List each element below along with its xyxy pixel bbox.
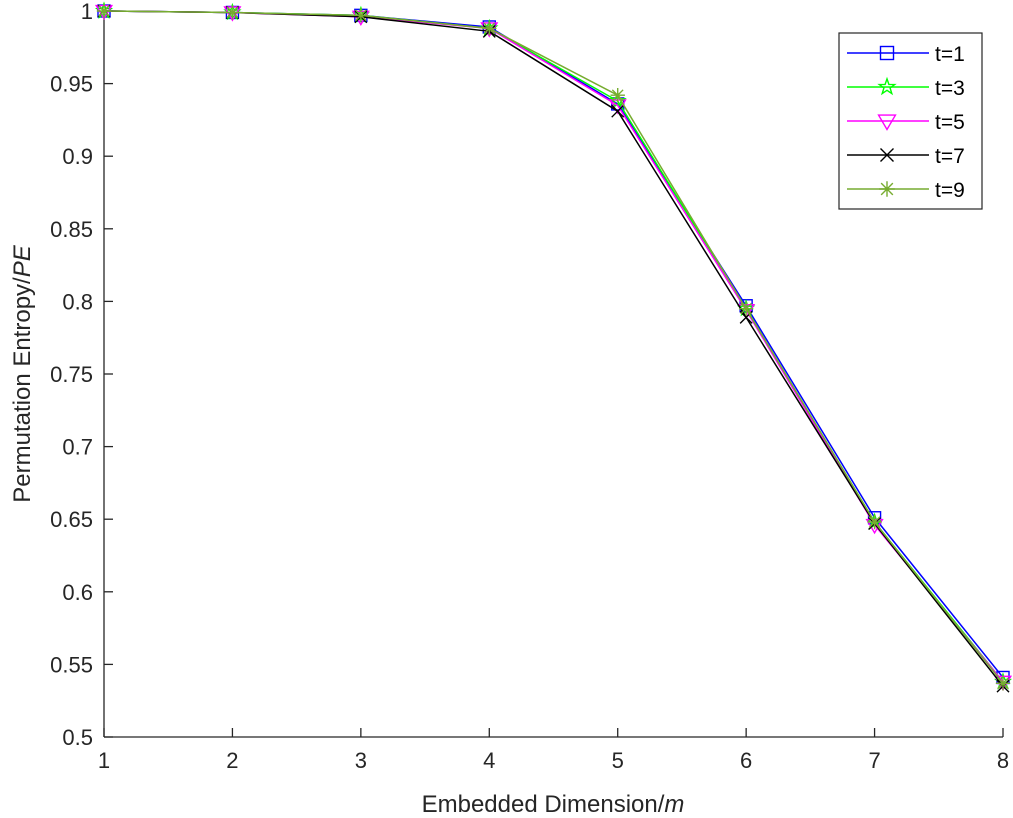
axes: 1 2 3 4 5 6 7 8 0.5 0.55 0.6 0.65 0.7 0.75 0.8 0.85 0.9 0…	[50, 0, 1009, 773]
legend: t=1 t=3 t=5 t=7 t=9	[838, 32, 983, 210]
legend-label: t=9	[935, 179, 965, 202]
y-tick-label: 0.85	[50, 217, 93, 242]
asterisk-marker-icon	[96, 3, 112, 19]
legend-item: t=1	[847, 43, 965, 66]
square-marker-icon	[879, 45, 895, 61]
y-tick-label: 0.5	[62, 725, 93, 750]
x-tick-label: 4	[483, 748, 495, 773]
asterisk-marker-icon	[482, 21, 497, 36]
x-marker-icon	[611, 104, 625, 118]
triangle-down-marker-icon	[877, 114, 897, 131]
legend-label: t=1	[935, 43, 965, 66]
x-tick-label: 1	[98, 748, 110, 773]
legend-label: t=7	[935, 145, 965, 168]
x-tick-label: 5	[612, 748, 624, 773]
x-tick-label: 7	[868, 748, 880, 773]
legend-item: t=7	[847, 145, 965, 168]
x-tick-label: 8	[997, 748, 1009, 773]
asterisk-marker-icon	[995, 676, 1011, 691]
x-axis-title: Embedded Dimension/m	[422, 791, 685, 818]
y-tick-label: 1	[81, 0, 93, 24]
y-tick-label: 0.65	[50, 507, 93, 532]
series-line	[103, 10, 1004, 684]
y-axis-title: Permutation Entropy/PE	[9, 244, 36, 502]
x-tick-label: 3	[355, 748, 367, 773]
y-tick-label: 0.6	[62, 580, 93, 605]
legend-item: t=3	[847, 76, 965, 100]
legend-item: t=9	[847, 179, 965, 202]
y-tick-label: 0.8	[62, 289, 93, 314]
star-marker-icon	[877, 76, 897, 96]
asterisk-marker-icon	[867, 514, 882, 530]
asterisk-marker-icon	[353, 8, 369, 23]
asterisk-marker-icon	[225, 5, 240, 20]
x-marker-icon	[880, 148, 894, 162]
legend-label: t=5	[935, 111, 965, 134]
y-tick-label: 0.95	[50, 72, 93, 97]
legend-label: t=3	[935, 77, 965, 100]
x-tick-label: 2	[226, 748, 238, 773]
legend-item: t=5	[847, 111, 965, 134]
y-tick-label: 0.55	[50, 652, 93, 677]
y-tick-label: 0.9	[62, 144, 93, 169]
asterisk-marker-icon	[610, 88, 625, 103]
series-t9	[96, 3, 1011, 691]
asterisk-marker-icon	[879, 181, 895, 197]
star-marker-icon	[608, 91, 627, 109]
y-tick-label: 0.75	[50, 362, 93, 387]
series-layer	[94, 1, 1013, 693]
y-tick-label: 0.7	[62, 435, 93, 460]
x-tick-label: 6	[740, 748, 752, 773]
asterisk-marker-icon	[738, 301, 754, 316]
